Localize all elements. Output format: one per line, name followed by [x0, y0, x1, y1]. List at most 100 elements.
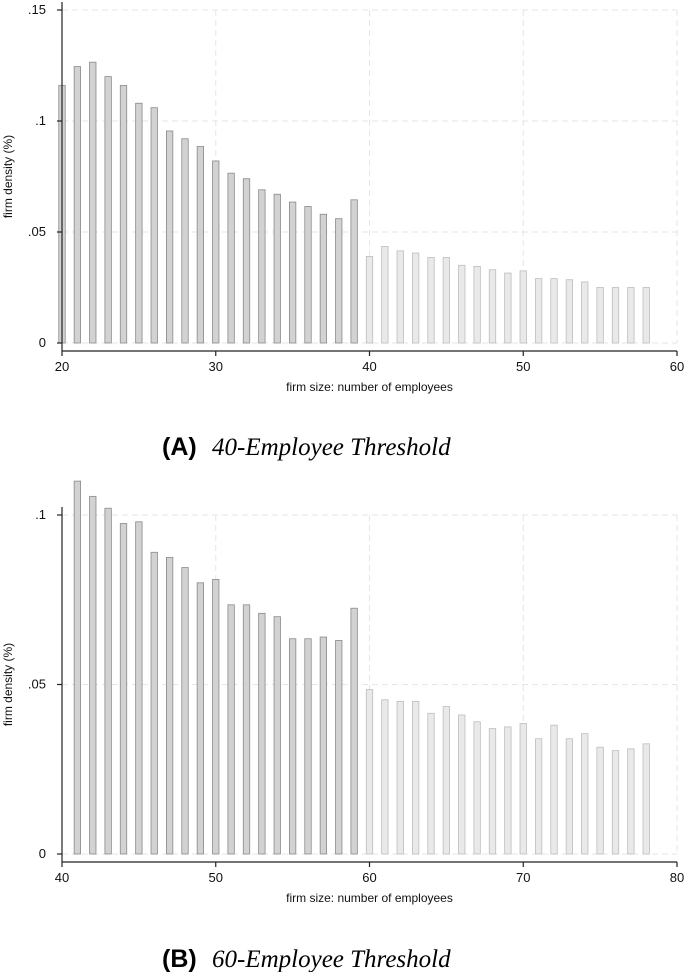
bar: [473, 266, 481, 344]
bar: [165, 556, 174, 855]
bar: [319, 213, 328, 344]
bar: [458, 264, 466, 344]
bar: [304, 206, 312, 344]
bar: [627, 748, 635, 855]
bar: [365, 689, 374, 855]
bar: [212, 579, 220, 855]
y-tick-label: 0: [39, 335, 46, 350]
bar: [611, 750, 620, 855]
x-tick-label: 50: [516, 359, 530, 374]
bar: [335, 218, 343, 344]
bar: [181, 138, 189, 344]
bar: [565, 279, 574, 344]
bar: [504, 272, 512, 344]
y-axis-title: firm density (%): [1, 643, 15, 726]
bar: [104, 507, 112, 855]
bar: [119, 85, 128, 344]
bar: [135, 521, 143, 855]
bar: [411, 252, 420, 344]
bar: [642, 743, 650, 855]
caption-letter: (A): [162, 433, 197, 461]
bar: [335, 640, 343, 855]
x-tick-label: 20: [55, 359, 69, 374]
bar: [381, 246, 389, 344]
x-tick-label: 60: [670, 359, 684, 374]
bar: [196, 582, 205, 855]
bar: [365, 256, 374, 344]
bar: [458, 714, 466, 855]
bar: [519, 723, 527, 855]
panel-b: 0 .05 .1 40 50 60 70 80 firm size: number of emp…: [1, 480, 684, 972]
bar: [627, 287, 635, 344]
bar: [242, 604, 251, 855]
bar: [288, 201, 297, 344]
bar: [596, 287, 604, 344]
x-tick-label: 40: [362, 359, 376, 374]
bar: [411, 701, 420, 855]
caption-text: 60-Employee Threshold: [212, 946, 451, 972]
bar: [135, 102, 143, 344]
bar: [150, 107, 158, 344]
x-axis-title: firm size: number of employees: [286, 380, 453, 394]
bar: [473, 721, 481, 855]
y-tick-label: .05: [28, 677, 46, 692]
bar: [119, 523, 128, 855]
bar: [550, 724, 558, 855]
bar: [488, 269, 497, 344]
x-axis-title: firm size: number of employees: [286, 891, 453, 905]
bar: [258, 612, 266, 855]
bar: [442, 706, 451, 855]
y-tick-label: .15: [28, 2, 46, 17]
bar: [242, 178, 251, 344]
y-tick-label: .1: [35, 507, 46, 522]
bar: [89, 495, 97, 855]
y-axis-title: firm density (%): [1, 135, 15, 218]
x-tick-label: 60: [362, 870, 376, 885]
panel-a: 0 .05 .1 .15 20 30 40 50 60 firm size: number of …: [1, 2, 684, 461]
bar: [396, 250, 404, 344]
bar: [550, 278, 558, 344]
bar: [534, 738, 543, 855]
bar: [519, 270, 527, 344]
bar: [288, 638, 297, 855]
bar: [427, 712, 435, 855]
bar: [396, 701, 404, 855]
bar: [273, 616, 281, 855]
bar: [227, 172, 235, 344]
bar: [596, 746, 604, 855]
bar: [212, 160, 220, 344]
bar: [581, 733, 589, 855]
y-tick-label: .05: [28, 224, 46, 239]
bar: [488, 728, 497, 855]
bar: [350, 199, 358, 344]
caption-letter: (B): [162, 945, 197, 972]
bar: [196, 146, 205, 344]
bar: [581, 281, 589, 344]
bar: [104, 76, 112, 344]
y-tick-label: 0: [39, 846, 46, 861]
bar: [227, 604, 235, 855]
bar: [504, 726, 512, 855]
bar: [611, 287, 620, 344]
bar: [181, 567, 189, 855]
bar: [304, 638, 312, 855]
bar: [73, 66, 82, 344]
bar: [534, 278, 543, 344]
bar: [273, 193, 281, 344]
bar: [442, 257, 451, 344]
x-tick-label: 50: [209, 870, 223, 885]
x-tick-label: 40: [55, 870, 69, 885]
bar: [381, 699, 389, 855]
bar: [73, 480, 82, 855]
bar: [565, 738, 574, 855]
bar: [319, 636, 328, 855]
x-tick-label: 80: [670, 870, 684, 885]
bar: [150, 551, 158, 855]
bar: [642, 287, 650, 344]
x-tick-label: 30: [209, 359, 223, 374]
x-tick-label: 70: [516, 870, 530, 885]
bar: [258, 189, 266, 344]
y-tick-label: .1: [35, 113, 46, 128]
caption-text: 40-Employee Threshold: [212, 434, 451, 461]
